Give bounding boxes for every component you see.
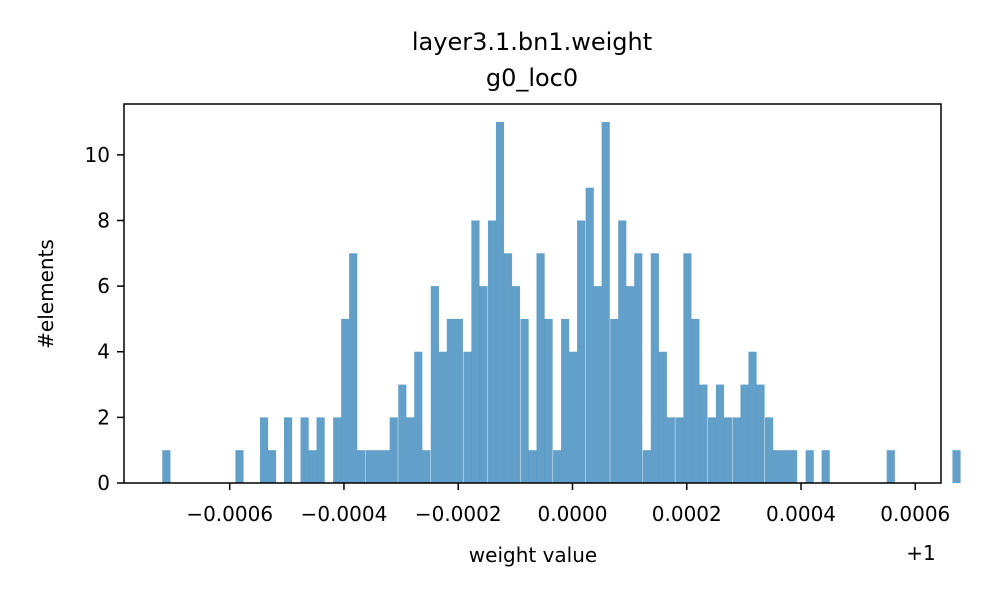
histogram-bar [544,318,553,483]
x-tick-label: −0.0004 [301,502,388,526]
histogram-bar [756,384,765,483]
histogram-bar [471,220,480,484]
y-tick-label: 10 [85,143,110,167]
histogram-bar [357,450,366,483]
histogram-bar [283,417,293,483]
histogram-bar [634,253,643,483]
histogram-bar [381,450,390,483]
histogram-bar [528,450,537,483]
histogram-bar [723,417,733,483]
histogram-bar [675,417,684,483]
histogram-bar [349,253,358,483]
x-axis-label: weight value [469,543,597,567]
y-tick-label: 2 [97,405,110,429]
histogram-bar [495,122,505,484]
histogram-bar [569,351,578,483]
y-tick-label: 0 [97,471,110,495]
histogram-bar [765,417,774,483]
histogram-bar [235,450,244,483]
histogram-bar [162,450,171,483]
y-tick-label: 6 [97,274,110,298]
histogram-bar [650,253,659,483]
histogram-bar [593,286,602,483]
histogram-bar [536,253,545,483]
histogram-bar [553,450,562,483]
y-tick-label: 4 [97,340,110,364]
histogram-bar [601,122,610,484]
histogram-bar [666,417,675,483]
histogram-bar [267,450,277,483]
histogram-bar [781,450,790,483]
histogram-bar [952,450,961,483]
histogram-bar [316,417,325,483]
histogram-bar [341,318,350,483]
histogram-bar [707,417,717,483]
chart-subtitle: g0_loc0 [486,64,578,92]
histogram-bar [585,187,594,483]
histogram-bar [748,351,757,483]
histogram-bar [487,220,497,484]
histogram-bar [618,220,627,484]
histogram-bar [789,450,798,483]
histogram-bar [691,318,700,483]
x-axis-offset-label: +1 [906,541,935,565]
histogram-bar [454,318,463,483]
x-tick-label: 0.0002 [652,502,722,526]
histogram-bar [389,417,398,483]
histogram-bar [577,220,586,484]
y-axis-ticks: 0 2 4 6 8 10 [85,143,124,495]
x-tick-label: −0.0006 [186,502,273,526]
histogram-bar [333,417,342,483]
x-tick-label: 0.0004 [766,502,836,526]
histogram-bar [414,351,423,483]
histogram-bar [300,417,309,483]
y-axis-label: #elements [34,239,58,349]
histogram-bar [683,253,692,483]
histogram-bar [259,417,269,483]
histogram-bar [773,450,782,483]
histogram-bar [365,450,374,483]
y-tick-label: 8 [97,208,110,232]
histogram-bar [463,351,472,483]
histogram-bar [430,286,439,483]
histogram-bar [610,318,619,483]
histogram-bar [821,450,830,483]
histogram-bar [422,450,431,483]
histogram-bar [503,253,513,483]
histogram-bar [740,384,749,483]
histogram-bar [658,351,667,483]
histogram-bar [511,286,521,483]
histogram-bar [561,318,570,483]
histogram-bars [162,122,961,484]
histogram-bar [715,384,725,483]
histogram-bar [479,286,488,483]
x-axis-ticks: −0.0006 −0.0004 −0.0002 0.0000 0.0002 0.0004 0… [186,483,950,526]
histogram-bar [805,450,814,483]
x-tick-label: 0.0006 [880,502,950,526]
histogram-bar [398,384,407,483]
histogram-bar [699,384,708,483]
histogram-bar [642,450,651,483]
chart-title: layer3.1.bn1.weight [412,28,652,56]
histogram-bar [520,318,529,483]
x-tick-label: −0.0002 [415,502,502,526]
histogram-bar [373,450,382,483]
histogram-bar [406,417,415,483]
histogram-bar [446,318,455,483]
histogram-bar [626,286,635,483]
histogram-bar [438,351,447,483]
histogram-bar [308,450,317,483]
histogram-bar [886,450,895,483]
histogram-bar [732,417,741,483]
plot-frame [123,103,942,484]
x-tick-label: 0.0000 [538,502,608,526]
